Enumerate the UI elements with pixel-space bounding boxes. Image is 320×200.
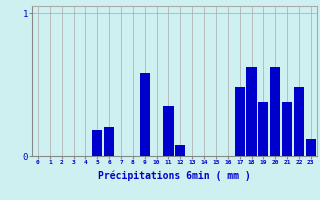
- Bar: [140, 73, 150, 156]
- Bar: [282, 102, 292, 156]
- Bar: [258, 102, 268, 156]
- Bar: [104, 127, 114, 156]
- X-axis label: Précipitations 6min ( mm ): Précipitations 6min ( mm ): [98, 171, 251, 181]
- Bar: [294, 87, 304, 156]
- Bar: [92, 130, 102, 156]
- Bar: [175, 145, 185, 156]
- Bar: [270, 67, 280, 156]
- Bar: [306, 139, 316, 156]
- Bar: [246, 67, 257, 156]
- Bar: [164, 106, 173, 156]
- Bar: [235, 87, 245, 156]
